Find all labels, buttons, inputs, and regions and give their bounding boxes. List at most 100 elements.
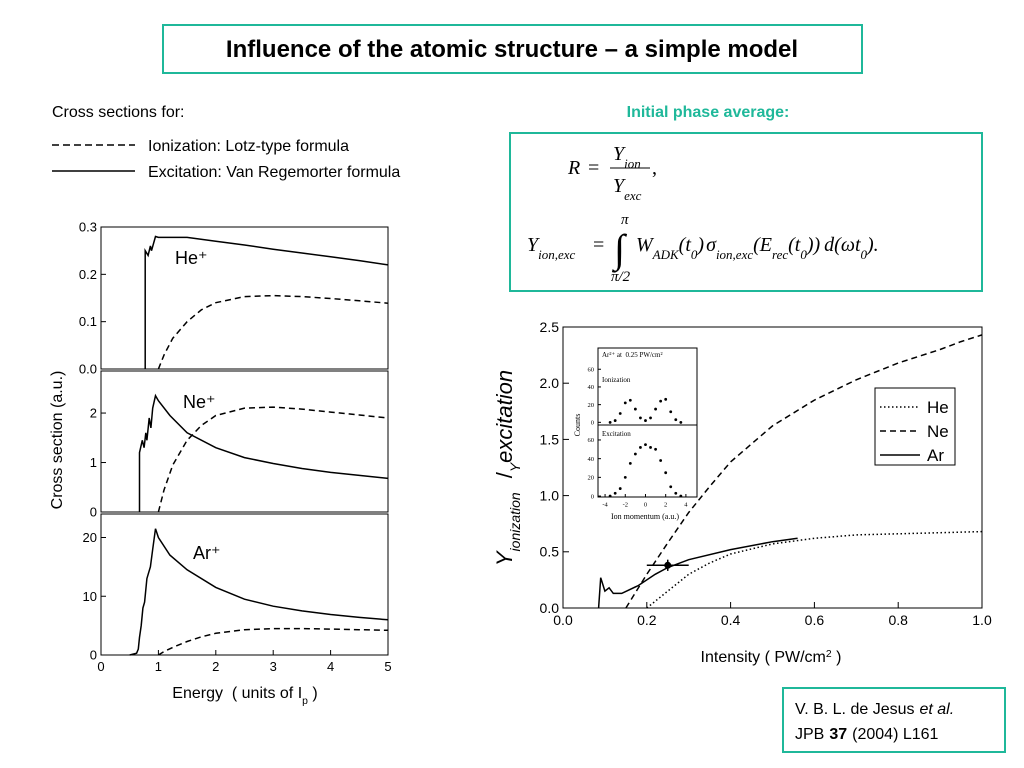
series-line — [144, 235, 389, 369]
y-tick-label: 0 — [90, 505, 97, 520]
eq-subscript: ion,exc — [716, 247, 753, 262]
y-tick-label: 0 — [591, 493, 594, 500]
x-tick-label: 5 — [384, 659, 391, 674]
x-tick-label: 0.2 — [637, 612, 657, 628]
x-tick-label: 0.4 — [721, 612, 741, 628]
series-line — [625, 334, 983, 609]
citation-line: V. B. L. de Jesus et al. — [795, 701, 954, 718]
eq-symbol: )) — [806, 234, 821, 256]
panel-label: Ar⁺ — [193, 543, 221, 563]
eq-symbol: = — [588, 157, 599, 179]
x-tick-label: 0.8 — [888, 612, 908, 628]
y-label-subscript: ionization — [507, 492, 523, 551]
data-point — [618, 487, 622, 490]
phase-heading: Initial phase average: — [627, 104, 790, 121]
plot-frame — [100, 226, 389, 370]
citation-line: JPB 37 (2004) L161 — [795, 726, 939, 743]
y-tick-label: 0.0 — [540, 600, 560, 616]
y-axis-label: Yionization/Yexcitation — [492, 370, 523, 566]
plot-frame — [562, 326, 983, 609]
series-line — [129, 528, 389, 656]
x-label-script: p — [302, 696, 308, 707]
series-line — [157, 294, 389, 370]
integral-sign: ∫ — [611, 226, 628, 273]
eq-symbol: W — [636, 234, 655, 256]
data-point — [664, 471, 668, 475]
eq-limit: π/2 — [611, 269, 631, 285]
data-point — [649, 446, 652, 449]
x-tick-label: 1.0 — [972, 612, 992, 628]
x-tick-label: -2 — [623, 502, 628, 509]
inset-background — [590, 346, 700, 514]
equation-box — [509, 132, 983, 292]
eq-term: Yion,exc — [527, 234, 576, 262]
x-tick-label: 3 — [270, 659, 277, 674]
x-tick-label: 2 — [212, 659, 219, 674]
x-tick-label: 0.0 — [553, 612, 573, 628]
x-axis-label: Ion momentum (a.u.) — [611, 512, 679, 521]
citation-box — [782, 687, 1006, 753]
eq-symbol: (E — [753, 234, 772, 256]
x-label-part: ) — [832, 649, 842, 666]
y-tick-label: 0 — [591, 420, 594, 427]
y-tick-label: 40 — [588, 456, 595, 463]
data-point — [623, 475, 627, 479]
data-point — [639, 416, 642, 420]
data-point — [674, 418, 678, 422]
data-point — [654, 447, 657, 451]
y-tick-label: 10 — [83, 589, 97, 604]
eq-symbol: d(ωt — [824, 234, 861, 256]
data-point — [628, 398, 632, 402]
eq-subscript: 0 — [691, 247, 698, 262]
eq-symbol: R — [567, 157, 580, 179]
citation-volume: 37 — [829, 726, 847, 743]
y-axis-label: Cross section (a.u.) — [49, 371, 66, 510]
panel-label: Ar²⁺ at 0.25 PW/cm² — [602, 351, 663, 359]
eq-subscript: ADK — [652, 247, 680, 262]
eq-symbol: Y — [613, 175, 626, 197]
x-tick-label: 0 — [97, 659, 104, 674]
title: Influence of the atomic structure – a si… — [226, 36, 798, 63]
eq-term: WADK(t0) σion,exc(Erec(t0)) d(ωt0). — [636, 234, 879, 262]
eq-symbol: (t — [679, 234, 692, 256]
panel-sublabel: Ionization — [602, 376, 631, 384]
y-tick-label: 1.5 — [540, 431, 560, 447]
y-tick-label: 0.1 — [79, 314, 97, 329]
y-tick-label: 2.0 — [540, 375, 560, 391]
legend-box — [874, 387, 956, 466]
citation-journal: JPB — [795, 726, 824, 743]
legend-label: Ne — [927, 422, 949, 441]
data-point — [679, 420, 683, 424]
panel-label: He⁺ — [175, 248, 208, 268]
data-point — [639, 446, 642, 449]
y-label-subscript: Y — [507, 461, 523, 472]
data-point — [628, 461, 632, 465]
y-tick-label: 40 — [588, 384, 595, 391]
panel-label: Excitation — [602, 430, 631, 438]
y-tick-label: 20 — [83, 530, 97, 545]
data-point — [618, 412, 622, 415]
citation-ref: (2004) L161 — [852, 726, 938, 743]
eq-limit: π — [621, 212, 629, 228]
x-tick-label: 0.6 — [805, 612, 825, 628]
x-label-part: Energy ( units of I — [172, 685, 302, 702]
y-tick-label: 0.0 — [79, 362, 97, 377]
y-tick-label: 0 — [90, 648, 97, 663]
data-point — [644, 443, 647, 447]
y-tick-label: 0.5 — [540, 544, 560, 560]
series-line — [646, 530, 983, 609]
x-axis-label: Intensity ( PW/cm2 ) — [701, 649, 842, 667]
x-label-part: ) — [308, 685, 318, 702]
data-point — [659, 459, 663, 462]
data-point — [613, 419, 617, 422]
data-point — [664, 397, 668, 401]
data-point — [669, 485, 673, 489]
data-point — [633, 452, 637, 456]
eq-symbol: Y — [613, 143, 626, 165]
y-tick-label: 1 — [90, 455, 97, 470]
x-axis-label: Energy ( units of Ip ) — [172, 685, 317, 707]
data-point — [608, 494, 612, 498]
series-line — [157, 406, 389, 513]
y-label-part: excitation — [492, 370, 517, 463]
